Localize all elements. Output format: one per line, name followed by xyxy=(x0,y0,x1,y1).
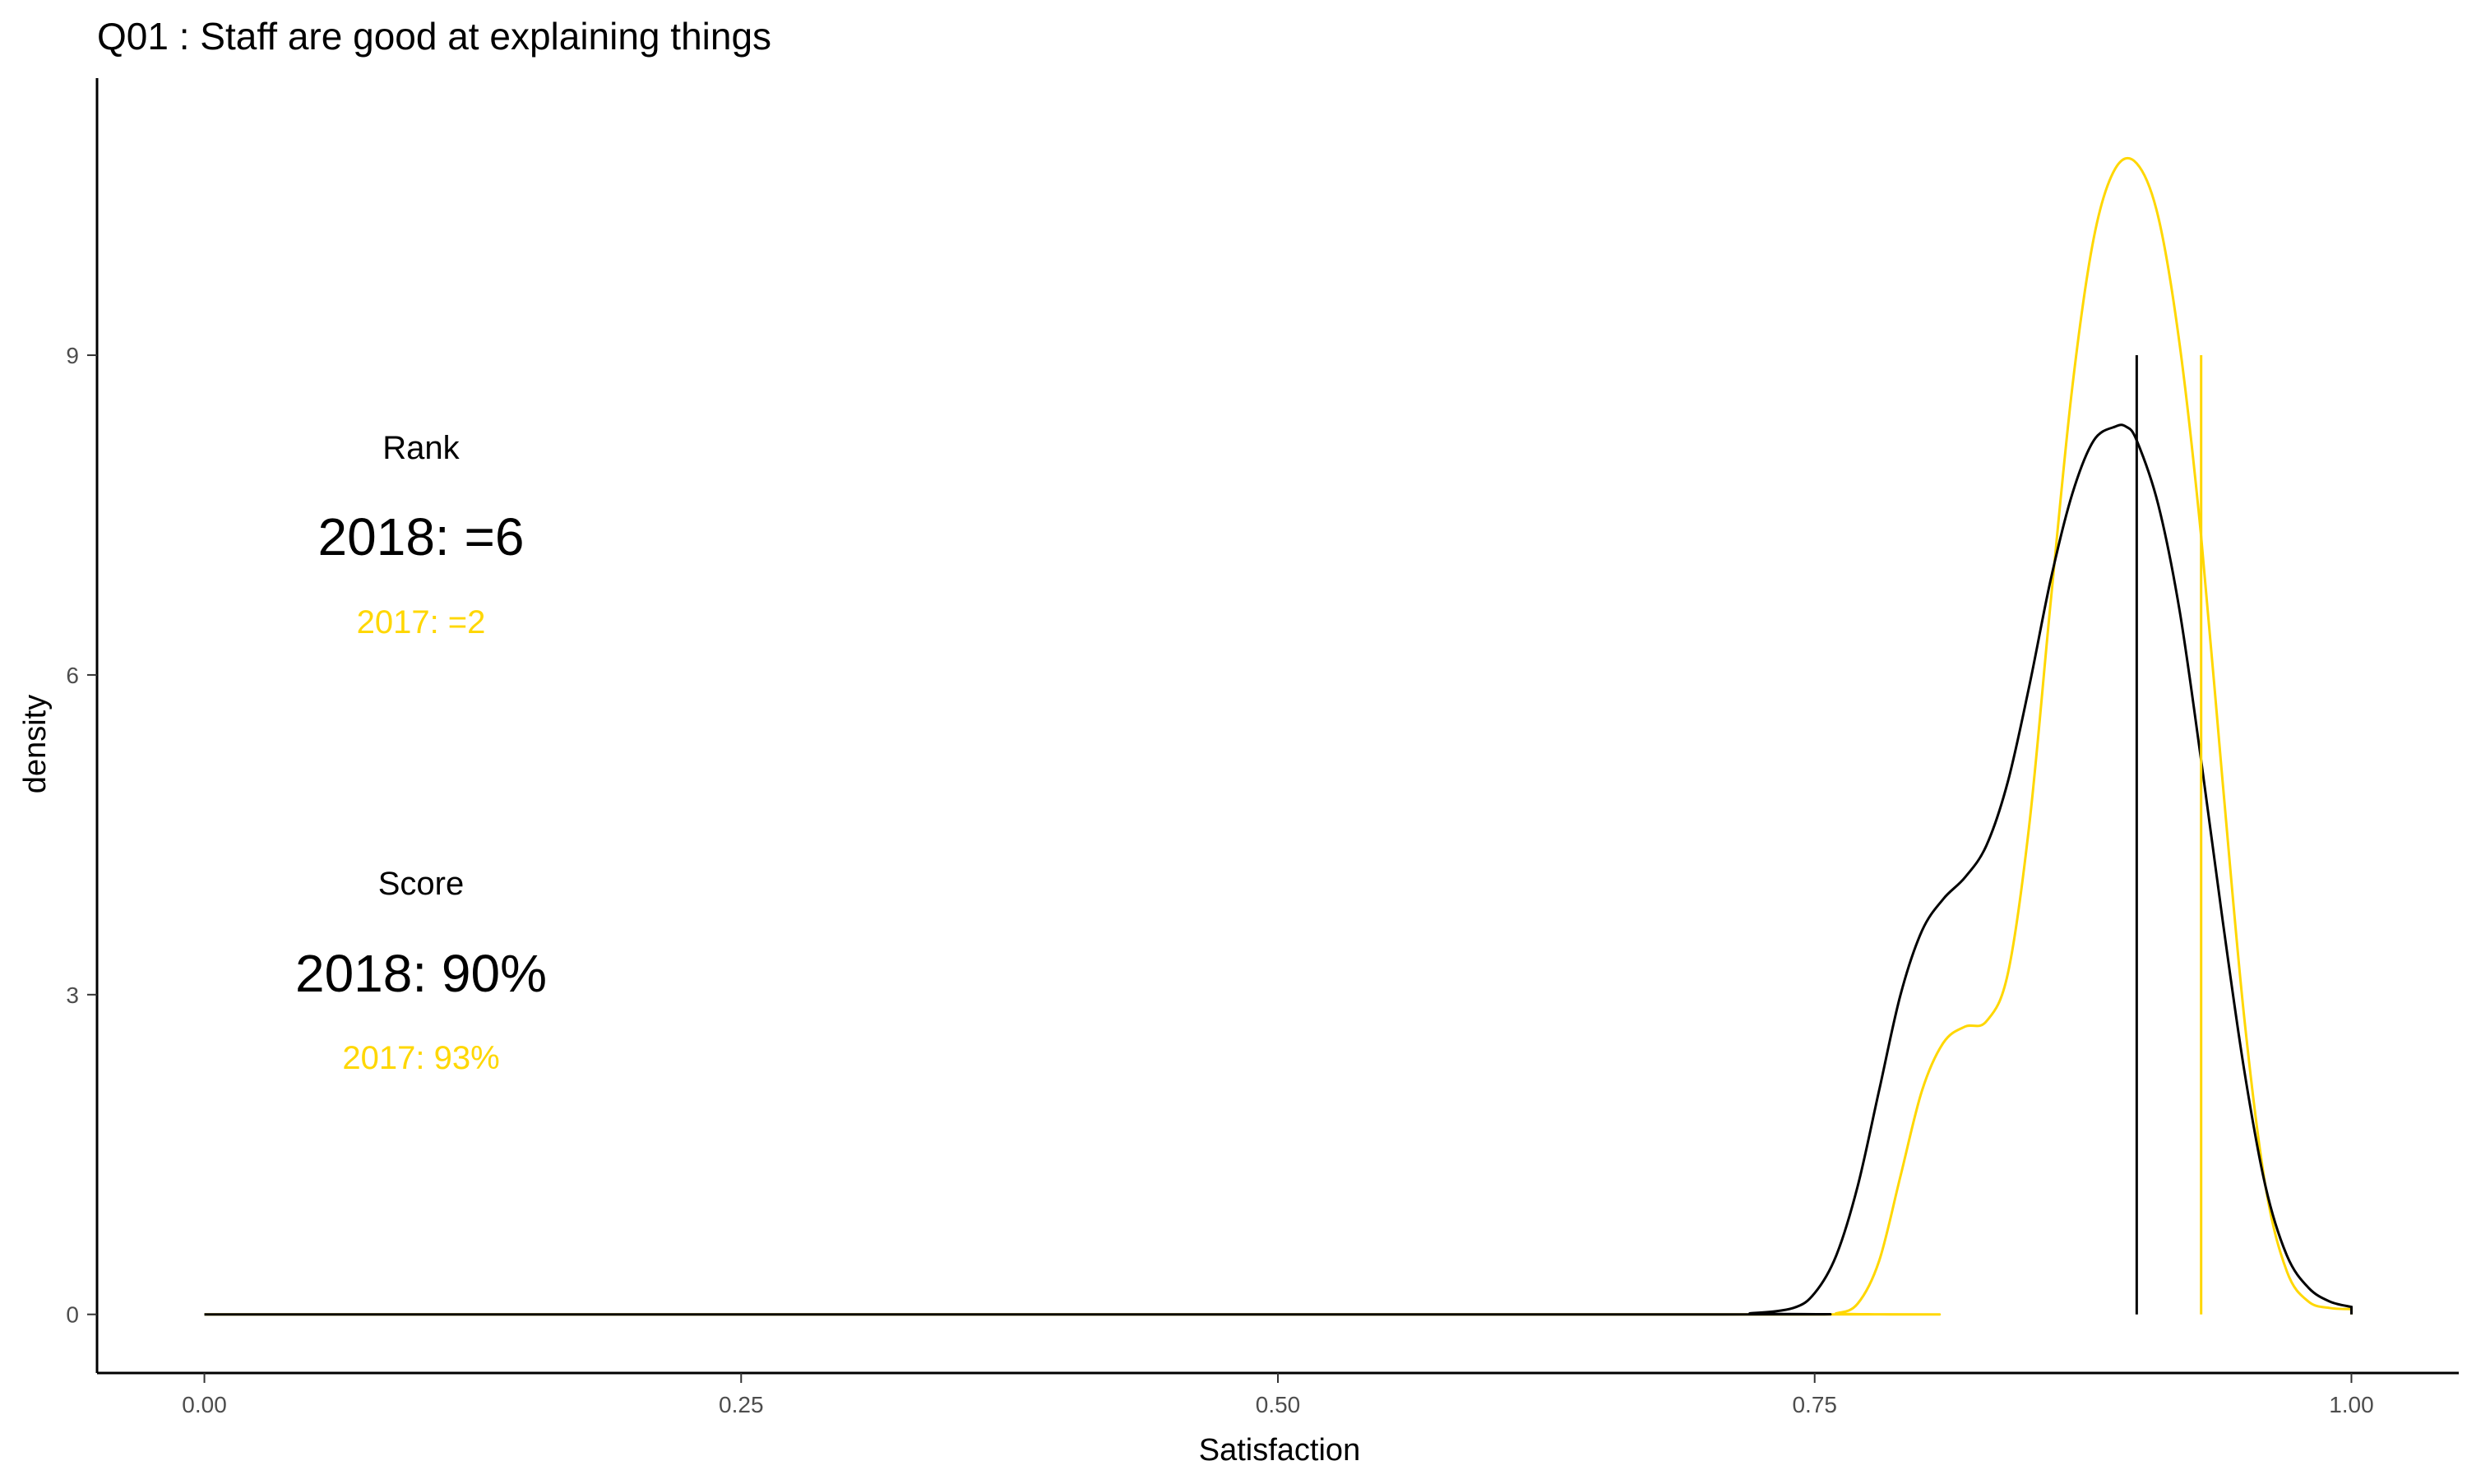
rank-2018-value: 2018: =6 xyxy=(318,507,525,566)
y-axis-title: density xyxy=(18,695,53,793)
score-2018-value: 2018: 90% xyxy=(295,944,547,1003)
x-tick-label: 0.00 xyxy=(182,1392,227,1417)
x-tick-label: 1.00 xyxy=(2329,1392,2374,1417)
rank-2017-value: 2017: =2 xyxy=(357,604,486,640)
y-tick-label: 0 xyxy=(66,1302,79,1328)
axes xyxy=(95,78,2459,1375)
density-curve-2017 xyxy=(204,156,2353,1316)
y-tick-label: 9 xyxy=(66,343,79,368)
x-tick-label: 0.75 xyxy=(1792,1392,1837,1417)
score-2017-value: 2017: 93% xyxy=(342,1040,499,1076)
x-tick-label: 0.25 xyxy=(719,1392,764,1417)
x-ticks: 0.00 0.25 0.50 0.75 1.00 xyxy=(182,1373,2374,1417)
mean-lines xyxy=(2135,355,2203,1315)
y-tick-label: 6 xyxy=(66,663,79,688)
density-curve-2018 xyxy=(204,423,2353,1316)
score-label: Score xyxy=(378,866,465,902)
y-tick-label: 3 xyxy=(66,982,79,1008)
annotations: Rank 2018: =6 2017: =2 Score 2018: 90% 2… xyxy=(295,430,547,1076)
x-axis-title: Satisfaction xyxy=(1199,1433,1360,1468)
rank-label: Rank xyxy=(382,430,460,466)
x-tick-label: 0.50 xyxy=(1256,1392,1301,1417)
y-ticks: 0 3 6 9 xyxy=(66,343,97,1328)
series-layer xyxy=(204,156,2353,1316)
chart-title: Q01 : Staff are good at explaining thing… xyxy=(97,15,771,58)
